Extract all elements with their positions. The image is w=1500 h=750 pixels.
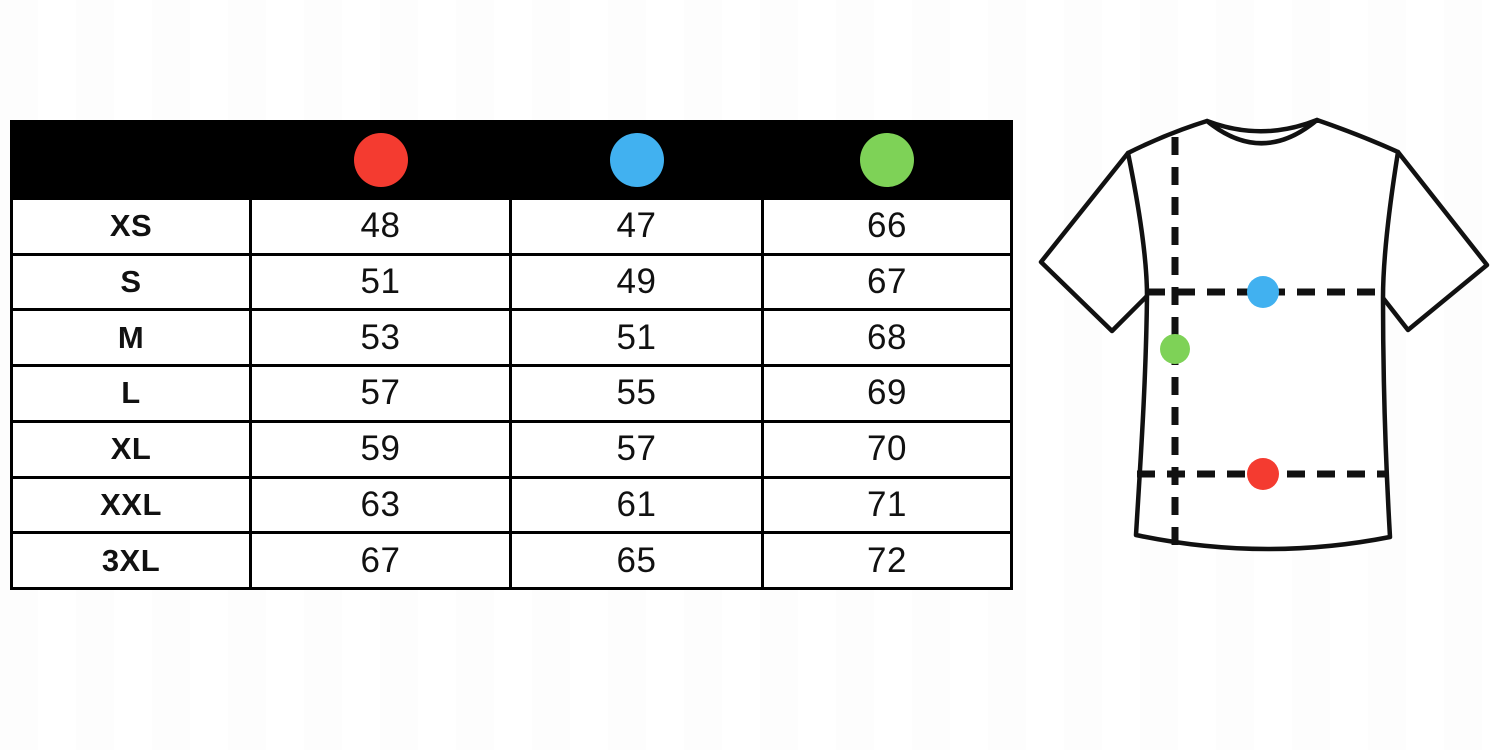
red-dot-marker [1247,458,1279,490]
size-label: S [13,255,249,309]
value-cell: 69 [764,367,1010,420]
size-label: XS [13,200,249,253]
green-dot-icon [860,133,914,187]
value-cell: 63 [252,478,509,532]
value-cell: 51 [512,311,761,365]
value-cell: 71 [764,478,1010,532]
value-cell: 57 [252,367,509,420]
size-chart-table: XS 48 47 66 S 51 49 67 M 53 51 68 L 57 5… [10,120,1013,590]
legend-cell-red [252,123,509,197]
size-label: M [13,311,249,365]
collar-inner-line [1204,117,1320,134]
size-label: L [13,367,249,420]
value-cell: 55 [512,367,761,420]
legend-cell-blue [512,123,761,197]
value-cell: 72 [764,534,1010,587]
tshirt-outline [1125,117,1401,552]
value-cell: 70 [764,422,1010,476]
size-label: 3XL [13,534,249,587]
left-sleeve [1038,150,1150,334]
value-cell: 57 [512,422,761,476]
value-cell: 61 [512,478,761,532]
tshirt-diagram [1030,100,1500,560]
value-cell: 48 [252,200,509,253]
legend-cell-green [764,123,1010,197]
blue-dot-marker [1247,276,1279,308]
value-cell: 68 [764,311,1010,365]
value-cell: 59 [252,422,509,476]
red-dot-icon [353,133,408,187]
value-cell: 47 [512,200,761,253]
header-corner-cell [13,123,249,197]
value-cell: 51 [252,255,509,309]
blue-dot-icon [609,133,664,187]
green-dot-marker [1160,334,1190,364]
right-sleeve [1380,149,1490,333]
value-cell: 66 [764,200,1010,253]
size-label: XXL [13,478,249,532]
value-cell: 67 [764,255,1010,309]
value-cell: 67 [252,534,509,587]
value-cell: 65 [512,534,761,587]
size-label: XL [13,422,249,476]
value-cell: 53 [252,311,509,365]
value-cell: 49 [512,255,761,309]
